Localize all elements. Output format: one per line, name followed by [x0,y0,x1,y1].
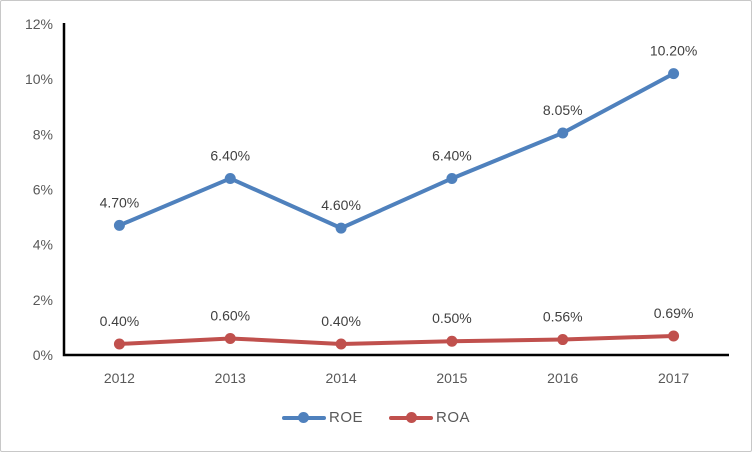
roa-legend-dot [405,412,417,423]
roe-legend-dot [298,412,310,423]
roe-data-label-2017: 10.20% [650,43,697,59]
roe-marker-2013 [224,172,236,184]
roe-data-label-2014: 4.60% [321,197,361,213]
roa-marker-2015 [446,335,458,347]
x-axis-tick-label: 2014 [326,370,357,386]
y-axis-tick-label: 0% [33,347,53,363]
chart-legend: ROE ROA [1,409,751,426]
roe-data-label-2013: 6.40% [210,147,250,163]
roe-data-label-2016: 8.05% [543,102,583,118]
legend-item-roa: ROA [389,409,470,426]
x-axis-tick-label: 2016 [547,370,578,386]
roa-marker-2012 [113,338,125,350]
chart-axes [62,23,729,357]
roa-marker-2016 [557,334,569,346]
x-axis-tick-label: 2017 [658,370,689,386]
y-axis-tick-label: 2% [33,292,53,308]
x-axis-tick-label: 2013 [215,370,246,386]
roe-marker-2014 [335,222,347,234]
roe-marker-2016 [557,127,569,139]
roa-marker-2017 [668,330,680,342]
roa-line [117,333,676,346]
roa-marker-2013 [224,332,236,344]
roe-line [117,71,676,231]
y-axis-tick-label: 10% [25,71,53,87]
x-axis-tick-label: 2012 [104,370,135,386]
y-axis-tick-label: 12% [25,16,53,32]
legend-item-roe: ROE [281,409,363,426]
y-axis-tick-label: 6% [33,182,53,198]
roa-data-label-2013: 0.60% [210,307,250,323]
roa-legend-marker-icon [389,412,433,424]
roa-data-label-2015: 0.50% [432,310,472,326]
roe-marker-2017 [668,68,680,80]
roa-data-label-2017: 0.69% [654,305,694,321]
roa-marker-2014 [335,338,347,350]
roe-data-label-2015: 6.40% [432,147,472,163]
roa-data-label-2014: 0.40% [321,313,361,329]
roe-legend-label: ROE [328,409,363,426]
roe-legend-marker-icon [281,412,326,424]
y-axis-tick-label: 8% [33,126,53,142]
roa-legend-label: ROA [436,409,471,426]
roa-data-label-2016: 0.56% [543,309,583,325]
roa-data-label-2012: 0.40% [100,313,140,329]
y-axis-tick-label: 4% [33,237,53,253]
roe-data-label-2012: 4.70% [100,194,140,210]
roe-marker-2012 [113,219,125,231]
roe-marker-2015 [446,172,458,184]
x-axis-tick-label: 2015 [436,370,467,386]
